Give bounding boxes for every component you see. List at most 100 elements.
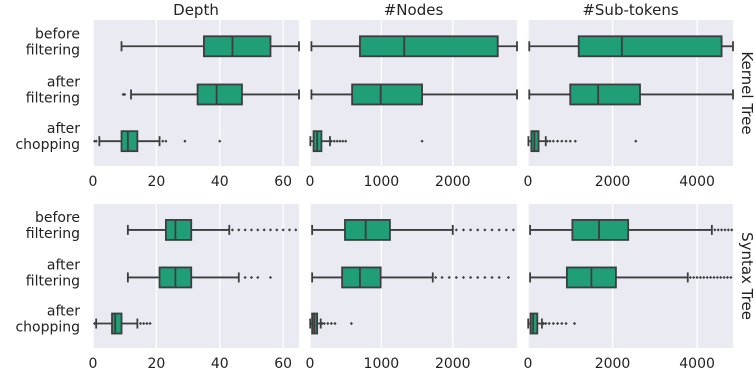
category-label: filtering — [26, 90, 80, 106]
outlier-point — [568, 139, 572, 143]
box — [577, 35, 723, 58]
box — [341, 266, 382, 289]
outlier-point — [564, 321, 568, 326]
outlier-point — [490, 275, 494, 280]
outlier-point — [326, 321, 330, 326]
outlier-point — [256, 228, 260, 232]
x-tick-label: 4000 — [679, 174, 715, 190]
outlier-point — [702, 275, 706, 280]
x-tick-label: 0 — [89, 356, 98, 370]
box — [569, 83, 641, 106]
x-tick-label: 2000 — [435, 356, 471, 370]
outlier-point — [268, 228, 273, 232]
outlier-point — [548, 139, 552, 143]
outlier-point — [320, 321, 324, 326]
outlier-point — [634, 139, 638, 143]
outlier-point — [725, 275, 730, 280]
category-label: filtering — [26, 42, 80, 58]
outlier-point — [504, 228, 508, 232]
outlier-point — [454, 228, 458, 232]
x-tick-label: 20 — [147, 174, 165, 190]
x-tick-label: 1000 — [364, 174, 400, 190]
outlier-point — [329, 321, 334, 326]
outlier-point — [551, 139, 555, 143]
outlier-point — [420, 139, 424, 143]
x-tick-label: 0 — [524, 174, 533, 190]
x-tick-label: 40 — [211, 174, 229, 190]
outlier-point — [555, 139, 560, 143]
outlier-point — [713, 228, 717, 232]
outlier-point — [333, 321, 337, 326]
outlier-point — [332, 139, 336, 143]
x-tick-label: 40 — [211, 356, 229, 370]
outlier-point — [434, 275, 438, 280]
column-title-nodes: #Nodes — [384, 1, 444, 19]
outlier-point — [322, 321, 326, 326]
outlier-point — [237, 228, 241, 232]
category-label: before — [35, 26, 80, 42]
outlier-point — [483, 275, 487, 280]
outlier-point — [730, 228, 734, 232]
category-label: filtering — [26, 226, 80, 242]
outlier-point — [243, 275, 247, 280]
outlier-point — [555, 321, 560, 326]
outlier-point — [145, 321, 149, 326]
outlier-point — [712, 275, 716, 280]
outlier-point — [573, 139, 577, 143]
outlier-point — [551, 321, 555, 326]
outlier-point — [542, 321, 546, 326]
box — [351, 83, 423, 106]
outlier-point — [92, 321, 97, 326]
outlier-point — [338, 139, 342, 143]
outlier-point — [447, 275, 451, 280]
category-label: filtering — [26, 273, 80, 289]
outlier-point — [476, 228, 480, 232]
row-title-syntax-tree: Syntax Tree — [738, 232, 754, 320]
x-tick-label: 0 — [306, 356, 315, 370]
outlier-point — [726, 228, 730, 232]
x-tick-label: 0 — [89, 174, 98, 190]
outlier-point — [249, 228, 254, 232]
outlier-point — [281, 228, 285, 232]
outlier-point — [275, 228, 279, 232]
outlier-point — [698, 275, 703, 280]
x-tick-label: 20 — [147, 356, 165, 370]
x-tick-label: 2000 — [595, 356, 631, 370]
box — [196, 83, 243, 106]
outlier-point — [161, 139, 165, 143]
panel-background — [310, 204, 517, 348]
outlier-point — [476, 275, 480, 280]
category-label: after — [47, 257, 80, 273]
panel-background — [93, 204, 299, 348]
outlier-point — [138, 321, 143, 326]
panel-background — [528, 204, 733, 348]
outlier-point — [688, 275, 692, 280]
outlier-point — [483, 228, 487, 232]
outlier-point — [497, 275, 501, 280]
outlier-point — [329, 139, 334, 143]
outlier-point — [256, 275, 260, 280]
box — [164, 219, 193, 241]
outlier-point — [268, 275, 273, 280]
outlier-point — [123, 92, 127, 97]
x-tick-label: 4000 — [679, 356, 715, 370]
outlier-point — [497, 228, 501, 232]
outlier-point — [243, 228, 247, 232]
outlier-point — [349, 321, 353, 326]
outlier-point — [506, 275, 511, 280]
outlier-point — [148, 321, 152, 326]
outlier-point — [230, 228, 235, 232]
outlier-point — [572, 321, 577, 326]
outlier-point — [719, 228, 724, 232]
x-tick-label: 2000 — [435, 174, 471, 190]
outlier-point — [218, 139, 222, 143]
outlier-point — [716, 228, 720, 232]
column-title-sub-tokens: #Sub-tokens — [582, 1, 678, 19]
outlier-point — [341, 139, 345, 143]
outlier-point — [729, 275, 733, 280]
box — [111, 312, 123, 335]
outlier-point — [249, 275, 254, 280]
outlier-point — [719, 275, 723, 280]
outlier-point — [708, 275, 713, 280]
